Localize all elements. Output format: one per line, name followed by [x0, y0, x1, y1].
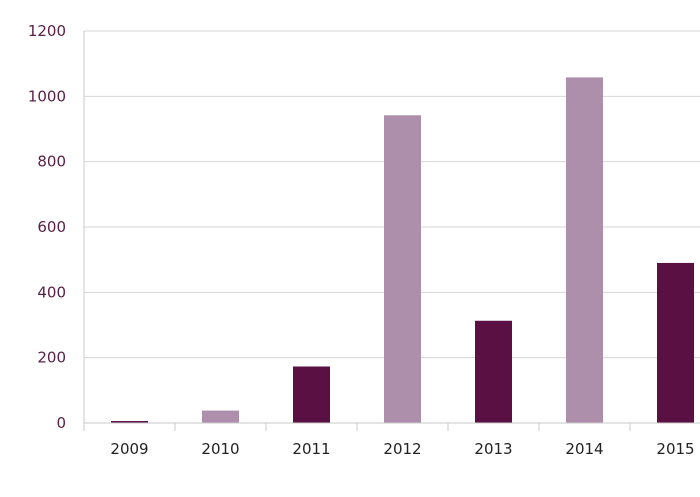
- bar-2013: [475, 320, 512, 423]
- y-axis-ticks: 0 200 400 600 800 1000 1200: [28, 22, 66, 432]
- bar-2010: [202, 410, 239, 423]
- y-tick-label: 0: [56, 414, 66, 432]
- y-tick-label: 800: [37, 153, 66, 171]
- bar-2015: [657, 262, 694, 423]
- y-tick-label: 600: [37, 218, 66, 236]
- bar-2011: [293, 366, 330, 423]
- y-tick-label: 200: [37, 349, 66, 367]
- x-tick-label: 2010: [201, 440, 239, 458]
- bar-2009: [111, 421, 148, 423]
- x-axis: 2009 2010 2011 2012 2013 2014 2015: [83, 31, 700, 458]
- x-tick-label: 2013: [474, 440, 512, 458]
- x-tick-label: 2014: [565, 440, 603, 458]
- bar-2014: [566, 77, 603, 424]
- y-tick-label: 1000: [28, 87, 66, 105]
- x-tick-label: 2009: [110, 440, 148, 458]
- bar-2012: [384, 115, 421, 423]
- x-tick-label: 2011: [292, 440, 330, 458]
- x-tick-label: 2012: [383, 440, 421, 458]
- bars: [111, 77, 694, 424]
- y-tick-label: 1200: [28, 22, 66, 40]
- y-tick-label: 400: [37, 283, 66, 301]
- x-tick-label: 2015: [656, 440, 694, 458]
